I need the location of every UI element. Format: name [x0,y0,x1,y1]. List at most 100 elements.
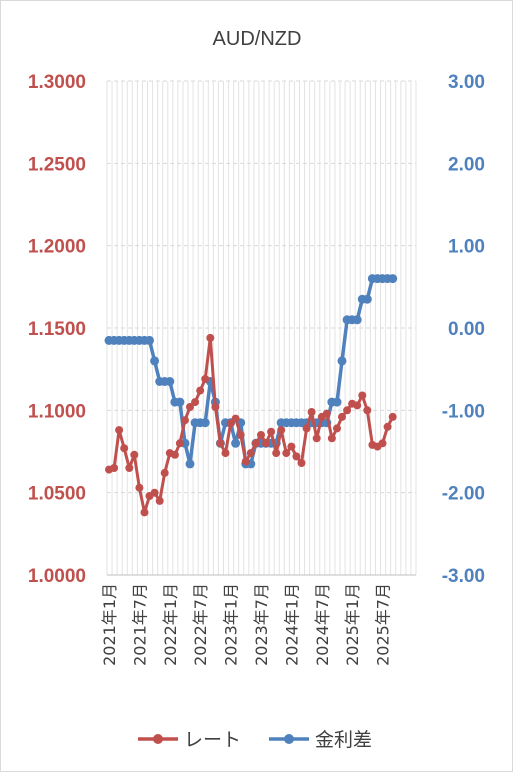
data-point [200,418,210,428]
data-point [140,508,149,517]
data-point [297,459,306,467]
data-point [302,424,311,433]
data-point [307,408,316,416]
data-point [388,274,398,284]
data-point [327,434,336,443]
data-point [181,416,189,425]
data-point [352,315,362,325]
left-tick-label: 1.2500 [28,154,86,175]
right-tick-label: -2.00 [442,484,485,505]
legend-label: 金利差 [315,729,372,751]
data-point [312,434,321,443]
left-tick-label: 1.0000 [28,566,86,587]
data-point [231,414,240,423]
legend: レート 金利差 [138,729,372,751]
data-point [135,483,144,492]
legend-label: レート [184,729,241,751]
legend-item: レート [138,729,241,751]
x-tick-label: 2023年1月 [222,583,241,666]
data-point [262,439,270,448]
data-point [186,403,194,411]
data-point [155,496,164,505]
data-point [257,431,265,439]
right-tick-label: -3.00 [442,566,485,587]
data-point [337,356,347,366]
data-point [196,386,205,395]
data-point [221,449,230,458]
right-tick-label: 2.00 [448,154,485,175]
data-point [333,424,341,433]
data-point [363,406,372,415]
data-point [338,412,346,421]
series-rate [105,333,397,517]
left-tick-label: 1.1500 [28,319,86,340]
left-tick-label: 1.1000 [28,401,86,422]
data-point [201,375,210,383]
legend-marker [153,734,163,744]
left-axis-ticks: 1.3000 1.2500 1.2000 1.1500 1.1000 1.0500 1.00… [28,72,86,587]
series-layer [104,274,398,517]
right-axis-ticks: 3.00 2.00 1.00 0.00 -1.00 -2.00 -3.00 [442,72,485,587]
x-tick-label: 2024年1月 [282,583,301,666]
data-point [287,442,296,451]
left-tick-label: 1.3000 [28,72,86,93]
x-tick-label: 2025年7月 [374,583,393,666]
data-point [378,439,387,448]
legend-item: 金利差 [269,729,372,751]
data-point [383,422,392,431]
left-tick-label: 1.2000 [28,237,86,258]
data-point [282,449,291,458]
data-point [292,452,301,461]
x-tick-label: 2022年7月 [191,583,210,666]
x-axis: 2021年1月 2021年7月 2022年1月 2022年7月 2023年1月 2023年… [100,583,393,666]
right-tick-label: 1.00 [448,237,485,258]
data-point [206,333,215,342]
right-tick-label: -1.00 [442,401,485,422]
data-point [241,457,250,466]
data-point [110,464,119,472]
data-point [165,377,175,386]
data-point [125,464,134,472]
data-point [170,450,179,459]
data-point [231,438,241,448]
x-tick-label: 2022年1月 [161,583,180,666]
data-point [251,439,260,448]
data-point [272,449,281,458]
x-tick-label: 2021年1月 [100,583,119,666]
data-point [358,391,367,400]
right-tick-label: 0.00 [448,319,485,340]
x-tick-label: 2024年7月 [313,583,332,666]
x-tick-label: 2025年1月 [343,583,362,666]
data-point [150,356,160,366]
data-point [388,412,397,421]
legend-marker [284,734,294,744]
data-point [175,439,184,448]
data-point [145,335,154,345]
data-point [120,444,129,453]
x-tick-label: 2023年7月 [252,583,271,666]
data-point [362,294,372,304]
data-point [130,450,139,459]
data-point [267,427,276,436]
x-tick-label: 2021年7月 [130,583,149,666]
data-point [150,488,159,497]
data-point [277,426,286,435]
data-point [216,439,225,448]
data-point [226,419,235,428]
data-point [160,468,169,477]
data-point [332,397,342,407]
data-point [236,431,245,439]
chart-title: AUD/NZD [213,28,302,50]
right-tick-label: 3.00 [448,72,485,93]
data-point [185,459,195,469]
left-tick-label: 1.0500 [28,484,86,505]
data-point [175,397,185,407]
data-point [246,449,255,458]
data-point [353,401,362,410]
gridlines [106,80,417,576]
data-point [115,426,124,435]
series-spread [104,274,398,469]
data-point [191,398,200,407]
